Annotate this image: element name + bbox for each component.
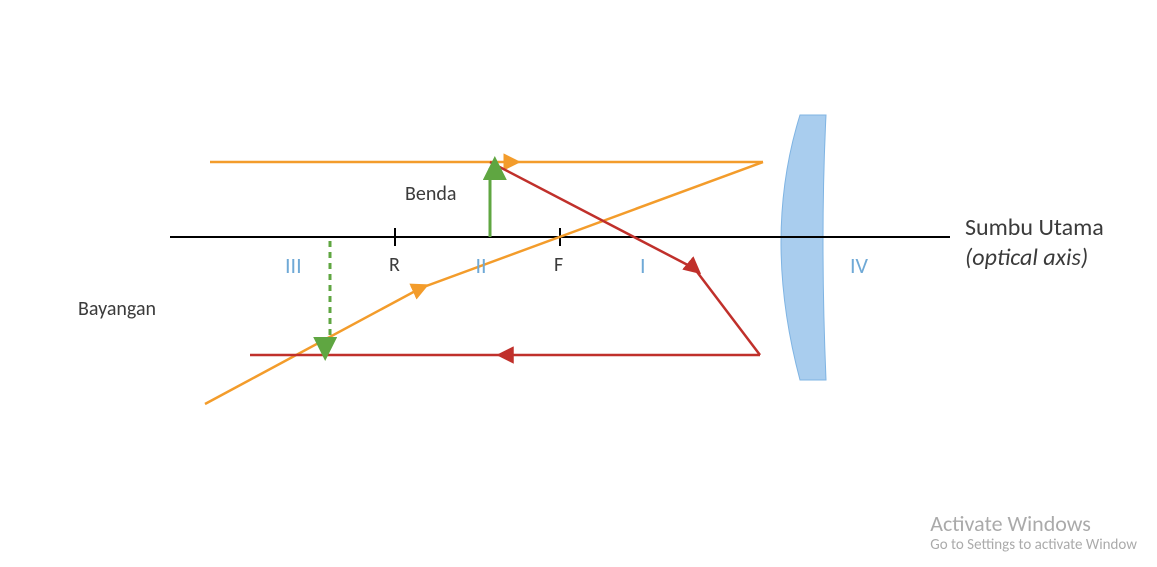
region-III-label: III (285, 252, 302, 279)
axis-title-sub: (optical axis) (965, 243, 1088, 272)
optics-diagram: Benda Bayangan R F I II III IV Sumbu Uta… (0, 0, 1157, 567)
object-label: Benda (405, 182, 456, 206)
image-label: Bayangan (78, 297, 156, 321)
region-IV-label: IV (850, 252, 869, 279)
region-II-label: II (476, 252, 487, 279)
R-label: R (389, 253, 400, 277)
ray-reflected-through-focus (205, 162, 763, 404)
concave-mirror (781, 115, 826, 380)
F-label: F (554, 253, 563, 277)
region-I-label: I (640, 252, 646, 279)
ray-through-focus-to-mirror (490, 162, 760, 355)
axis-title-main: Sumbu Utama (965, 213, 1104, 242)
